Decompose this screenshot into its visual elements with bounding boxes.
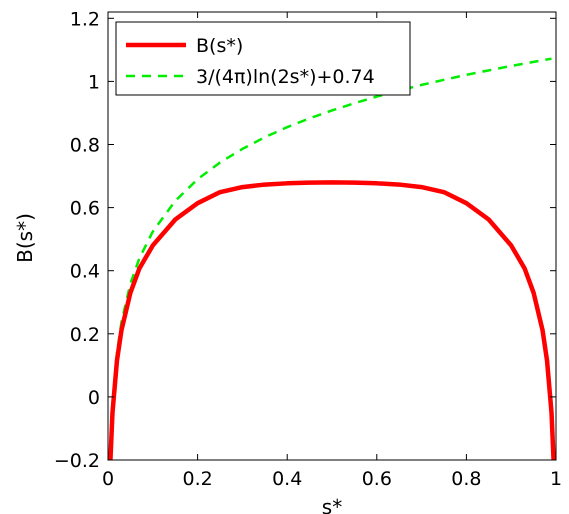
y-tick-label: −0.2	[54, 450, 100, 472]
x-tick-label: 1	[550, 468, 562, 490]
y-tick-label: 0.6	[70, 198, 100, 220]
plot-frame	[107, 11, 557, 461]
y-tick-label: 0	[88, 387, 100, 409]
x-tick-label: 0.6	[362, 468, 392, 490]
series-line-b	[108, 180, 556, 460]
x-axis-label: s*	[322, 495, 342, 514]
x-tick-label: 0.4	[272, 468, 302, 490]
ticks-layer: 0 0.2 0.4 0.6 0.8 1−0.200.20.40.60.811.2	[54, 8, 562, 490]
x-tick-label: 0.2	[182, 468, 212, 490]
y-tick-label: 0.2	[70, 324, 100, 346]
legend-box	[115, 21, 411, 96]
legend: B(s*) 3/(4π)ln(2s*)+0.74	[115, 21, 411, 96]
y-tick-label: 0.4	[70, 261, 100, 283]
y-tick-label: 0.8	[70, 135, 100, 157]
legend-label-b: B(s*)	[196, 35, 243, 57]
x-tick-label: 0.8	[451, 468, 481, 490]
series-line-fit	[108, 57, 552, 457]
y-axis-label: B(s*)	[13, 213, 37, 263]
y-tick-label: 1.2	[70, 8, 100, 30]
x-tick-label: 0	[102, 468, 114, 490]
y-tick-label: 1	[88, 71, 100, 93]
legend-label-fit: 3/(4π)ln(2s*)+0.74	[196, 66, 375, 88]
series-layer	[108, 57, 556, 460]
